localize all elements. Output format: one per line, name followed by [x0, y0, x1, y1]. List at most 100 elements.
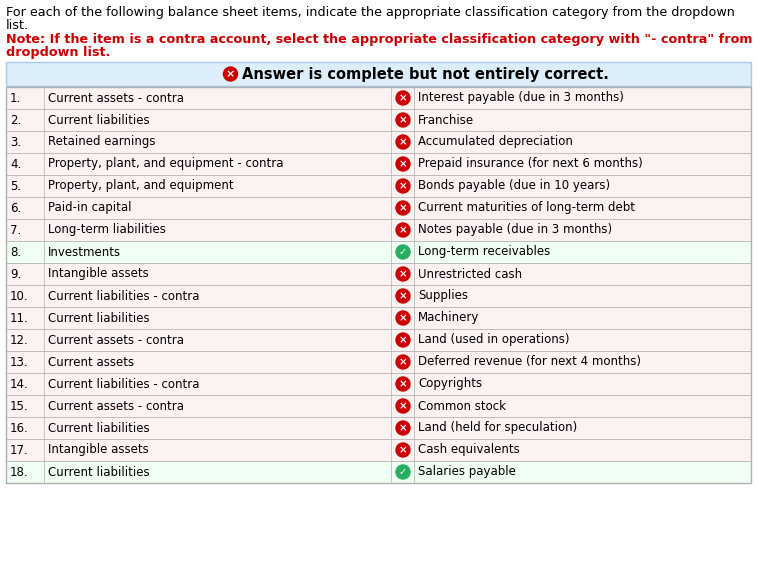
Circle shape — [396, 377, 410, 391]
FancyBboxPatch shape — [6, 329, 751, 351]
Text: ×: × — [399, 159, 407, 169]
Text: Bonds payable (due in 10 years): Bonds payable (due in 10 years) — [418, 179, 610, 193]
Text: 1.: 1. — [10, 91, 21, 105]
Text: Prepaid insurance (for next 6 months): Prepaid insurance (for next 6 months) — [418, 158, 643, 171]
Text: Current assets: Current assets — [48, 355, 134, 369]
Circle shape — [223, 67, 238, 81]
Circle shape — [396, 135, 410, 149]
Text: 18.: 18. — [10, 466, 29, 478]
Text: Land (held for speculation): Land (held for speculation) — [418, 421, 578, 435]
FancyBboxPatch shape — [6, 197, 751, 219]
Text: ×: × — [399, 335, 407, 345]
FancyBboxPatch shape — [6, 87, 751, 109]
Text: ×: × — [399, 401, 407, 411]
FancyBboxPatch shape — [6, 131, 751, 153]
Text: Current assets - contra: Current assets - contra — [48, 91, 184, 105]
Text: For each of the following balance sheet items, indicate the appropriate classifi: For each of the following balance sheet … — [6, 6, 735, 19]
Text: dropdown list.: dropdown list. — [6, 46, 111, 59]
FancyBboxPatch shape — [6, 62, 751, 86]
Text: Copyrights: Copyrights — [418, 378, 482, 390]
Text: Long-term liabilities: Long-term liabilities — [48, 224, 166, 236]
Circle shape — [396, 157, 410, 171]
Text: list.: list. — [6, 19, 29, 32]
Text: Franchise: Franchise — [418, 113, 474, 126]
Circle shape — [396, 179, 410, 193]
Circle shape — [396, 223, 410, 237]
Text: Current liabilities: Current liabilities — [48, 312, 150, 324]
Text: Salaries payable: Salaries payable — [418, 466, 516, 478]
Text: 2.: 2. — [10, 113, 21, 126]
Text: 11.: 11. — [10, 312, 29, 324]
FancyBboxPatch shape — [6, 175, 751, 197]
Text: Answer is complete but not entirely correct.: Answer is complete but not entirely corr… — [242, 67, 609, 82]
Text: 13.: 13. — [10, 355, 29, 369]
Circle shape — [396, 421, 410, 435]
Text: Machinery: Machinery — [418, 312, 479, 324]
Text: ×: × — [226, 69, 235, 79]
Text: Investments: Investments — [48, 246, 121, 259]
Text: 17.: 17. — [10, 443, 29, 457]
Text: Deferred revenue (for next 4 months): Deferred revenue (for next 4 months) — [418, 355, 641, 369]
Text: Supplies: Supplies — [418, 289, 468, 302]
Text: ×: × — [399, 115, 407, 125]
Text: ×: × — [399, 203, 407, 213]
Text: Notes payable (due in 3 months): Notes payable (due in 3 months) — [418, 224, 612, 236]
Text: 4.: 4. — [10, 158, 21, 171]
Text: 7.: 7. — [10, 224, 21, 236]
Text: Paid-in capital: Paid-in capital — [48, 201, 132, 214]
FancyBboxPatch shape — [6, 285, 751, 307]
FancyBboxPatch shape — [6, 417, 751, 439]
FancyBboxPatch shape — [6, 461, 751, 483]
FancyBboxPatch shape — [6, 439, 751, 461]
Text: Current assets - contra: Current assets - contra — [48, 400, 184, 412]
Circle shape — [396, 443, 410, 457]
FancyBboxPatch shape — [6, 241, 751, 263]
Text: ×: × — [399, 269, 407, 279]
Text: 3.: 3. — [10, 136, 21, 148]
Text: Retained earnings: Retained earnings — [48, 136, 155, 148]
Circle shape — [396, 245, 410, 259]
Text: Intangible assets: Intangible assets — [48, 267, 148, 281]
Text: Interest payable (due in 3 months): Interest payable (due in 3 months) — [418, 91, 624, 105]
Text: 8.: 8. — [10, 246, 21, 259]
Text: ×: × — [399, 379, 407, 389]
FancyBboxPatch shape — [6, 263, 751, 285]
Text: Current liabilities: Current liabilities — [48, 113, 150, 126]
Text: ×: × — [399, 225, 407, 235]
Text: Current liabilities - contra: Current liabilities - contra — [48, 378, 200, 390]
FancyBboxPatch shape — [6, 395, 751, 417]
Text: Land (used in operations): Land (used in operations) — [418, 334, 569, 347]
Circle shape — [396, 267, 410, 281]
Circle shape — [396, 201, 410, 215]
Text: 14.: 14. — [10, 378, 29, 390]
Text: ×: × — [399, 93, 407, 103]
Text: ✓: ✓ — [399, 247, 407, 257]
Text: Long-term receivables: Long-term receivables — [418, 246, 550, 259]
Text: 16.: 16. — [10, 421, 29, 435]
Text: Note: If the item is a contra account, select the appropriate classification cat: Note: If the item is a contra account, s… — [6, 33, 757, 46]
Text: ×: × — [399, 291, 407, 301]
Text: 15.: 15. — [10, 400, 29, 412]
Circle shape — [396, 289, 410, 303]
Circle shape — [396, 91, 410, 105]
Text: ×: × — [399, 313, 407, 323]
Text: Property, plant, and equipment: Property, plant, and equipment — [48, 179, 234, 193]
Text: ×: × — [399, 423, 407, 433]
Text: Current liabilities: Current liabilities — [48, 421, 150, 435]
Text: 10.: 10. — [10, 289, 29, 302]
Text: 9.: 9. — [10, 267, 21, 281]
Text: Cash equivalents: Cash equivalents — [418, 443, 520, 457]
Text: ×: × — [399, 445, 407, 455]
Circle shape — [396, 399, 410, 413]
Circle shape — [396, 355, 410, 369]
Text: 5.: 5. — [10, 179, 21, 193]
Text: 6.: 6. — [10, 201, 21, 214]
Text: ×: × — [399, 357, 407, 367]
Text: Current assets - contra: Current assets - contra — [48, 334, 184, 347]
FancyBboxPatch shape — [6, 307, 751, 329]
FancyBboxPatch shape — [6, 153, 751, 175]
Text: 12.: 12. — [10, 334, 29, 347]
Text: Current maturities of long-term debt: Current maturities of long-term debt — [418, 201, 635, 214]
Text: Common stock: Common stock — [418, 400, 506, 412]
Circle shape — [396, 465, 410, 479]
